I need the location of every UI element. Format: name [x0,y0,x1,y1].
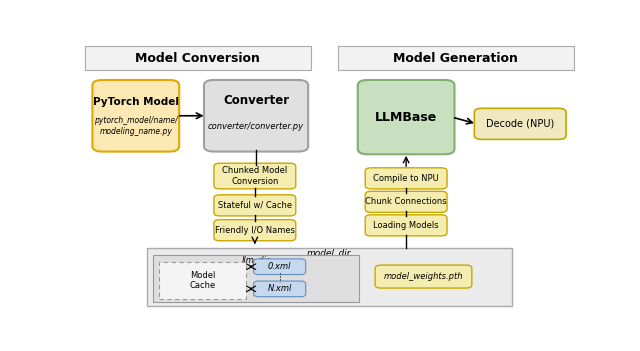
Text: model_dir: model_dir [307,248,351,257]
Text: LLMBase: LLMBase [375,111,437,124]
Text: Model Conversion: Model Conversion [136,52,260,65]
FancyBboxPatch shape [474,108,566,139]
Text: N.xml: N.xml [268,284,292,293]
FancyBboxPatch shape [214,220,296,241]
FancyBboxPatch shape [204,80,308,152]
FancyBboxPatch shape [375,265,472,288]
FancyBboxPatch shape [358,80,454,154]
FancyBboxPatch shape [92,80,179,152]
Text: Decode (NPU): Decode (NPU) [486,119,554,129]
FancyBboxPatch shape [365,215,447,236]
Text: Chunk Connections: Chunk Connections [365,197,447,206]
Text: converter/converter.py: converter/converter.py [208,121,304,131]
Text: PyTorch Model: PyTorch Model [93,97,179,107]
Text: 0.xml: 0.xml [268,262,291,271]
FancyBboxPatch shape [214,163,296,189]
Text: pytorch_model/name/
modeling_name.py: pytorch_model/name/ modeling_name.py [94,117,178,136]
Text: Model Generation: Model Generation [394,52,518,65]
Text: llm_dir: llm_dir [242,255,271,264]
FancyBboxPatch shape [253,259,306,274]
FancyBboxPatch shape [214,195,296,216]
Bar [338,46,573,71]
Text: model_weights.pth: model_weights.pth [384,272,463,281]
Text: Stateful w/ Cache: Stateful w/ Cache [218,201,292,210]
FancyBboxPatch shape [365,191,447,212]
Bar [154,255,359,302]
Bar [85,46,310,71]
Text: Loading Models: Loading Models [373,221,439,230]
Bar [147,247,511,306]
Text: Compile to NPU: Compile to NPU [373,174,439,183]
Text: Model
Cache: Model Cache [189,271,216,290]
Text: Friendly I/O Names: Friendly I/O Names [215,226,295,235]
Text: Chunked Model
Conversion: Chunked Model Conversion [222,166,287,186]
Text: Converter: Converter [223,94,289,107]
Bar [159,263,246,299]
FancyBboxPatch shape [253,281,306,297]
FancyBboxPatch shape [365,168,447,189]
